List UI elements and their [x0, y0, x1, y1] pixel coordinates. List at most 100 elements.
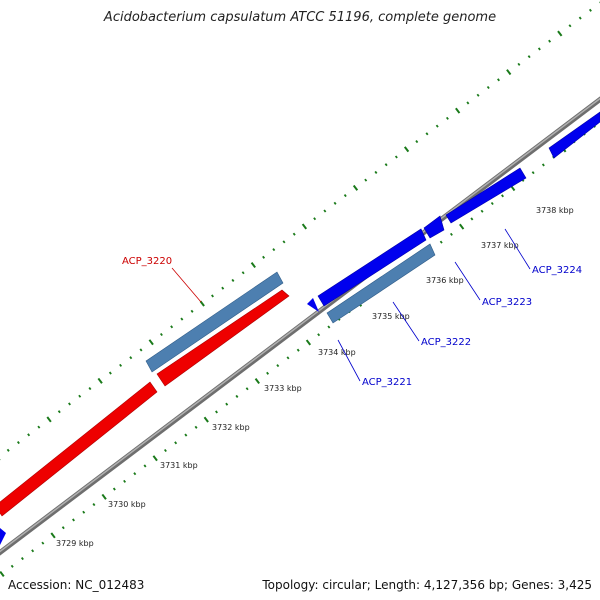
- minor-tick: [190, 309, 194, 313]
- kbp-label: 3731 kbp: [160, 461, 198, 470]
- minor-tick: [374, 170, 378, 174]
- gene-acp-3222: [317, 228, 427, 307]
- minor-tick: [139, 348, 143, 352]
- kbp-labels: 3729 kbp 3730 kbp 3731 kbp 3732 kbp 3733…: [56, 206, 574, 548]
- kbp-label: 3738 kbp: [536, 206, 574, 215]
- minor-tick: [384, 163, 388, 167]
- major-tick: [254, 378, 260, 385]
- minor-tick: [470, 217, 474, 221]
- leader-acp-3223: [454, 261, 481, 301]
- minor-tick: [578, 16, 582, 20]
- minor-tick: [486, 85, 490, 90]
- minor-tick: [119, 363, 123, 367]
- minor-tick: [531, 171, 535, 175]
- minor-tick: [57, 410, 61, 414]
- minor-tick: [439, 240, 443, 244]
- kbp-label: 3735 kbp: [372, 312, 410, 321]
- minor-tick: [480, 209, 484, 213]
- gene-reverse-left: [0, 381, 158, 517]
- major-tick: [250, 262, 256, 269]
- minor-tick: [159, 332, 163, 337]
- gene-acp-3224: [548, 111, 600, 159]
- minor-tick: [133, 472, 137, 476]
- minor-tick: [68, 402, 71, 406]
- gene-label-acp-3220: ACP_3220: [122, 256, 172, 267]
- minor-tick: [215, 410, 218, 414]
- minor-tick: [445, 116, 449, 120]
- accession-text: Accession: NC_012483: [8, 578, 145, 592]
- major-tick: [305, 339, 312, 346]
- minor-tick: [272, 248, 276, 252]
- leader-acp-3220: [171, 267, 202, 303]
- kbp-label: 3734 kbp: [318, 348, 356, 357]
- major-tick: [50, 532, 56, 539]
- minor-tick: [568, 24, 572, 28]
- major-tick: [455, 107, 461, 114]
- minor-tick: [262, 255, 266, 259]
- minor-tick: [235, 394, 239, 399]
- gene-acp-3220: [156, 289, 290, 387]
- genome-backbone: [0, 96, 600, 556]
- minor-tick: [537, 47, 541, 51]
- minor-tick: [266, 371, 270, 375]
- gene-label-acp-3224: ACP_3224: [532, 265, 582, 276]
- minor-tick: [466, 101, 470, 105]
- gene-highlight-lower: [326, 243, 436, 324]
- major-tick: [301, 223, 308, 230]
- minor-tick: [41, 541, 45, 545]
- major-tick: [352, 184, 359, 191]
- gene-label-acp-3221: ACP_3221: [362, 377, 412, 388]
- gene-acp-3221: [307, 298, 319, 312]
- minor-tick: [37, 425, 41, 429]
- gene-acp-3223: [423, 215, 445, 239]
- minor-tick: [16, 441, 20, 445]
- minor-tick: [588, 8, 592, 12]
- minor-tick: [517, 62, 521, 66]
- minor-tick: [6, 448, 10, 452]
- minor-tick: [10, 564, 14, 568]
- major-tick: [557, 30, 563, 37]
- minor-tick: [123, 479, 127, 483]
- minor-tick: [88, 386, 92, 391]
- minor-tick: [548, 39, 552, 43]
- minor-tick: [292, 232, 296, 236]
- minor-tick: [276, 364, 280, 368]
- minor-tick: [225, 402, 229, 406]
- minor-tick: [221, 286, 225, 290]
- major-tick: [203, 416, 209, 423]
- minor-tick: [501, 194, 504, 198]
- minor-tick: [317, 333, 321, 337]
- minor-tick: [163, 448, 167, 453]
- leader-acp-3224: [504, 228, 531, 270]
- minor-tick: [327, 325, 331, 329]
- leader-acp-3221: [337, 339, 361, 382]
- outer-tick-ring: [0, 1, 600, 461]
- leader-acp-3222: [392, 301, 420, 342]
- kbp-label: 3733 kbp: [264, 384, 302, 393]
- minor-tick: [78, 394, 82, 398]
- kbp-label: 3729 kbp: [56, 539, 94, 548]
- major-tick: [101, 493, 107, 500]
- genome-summary-text: Topology: circular; Length: 4,127,356 bp…: [262, 578, 592, 592]
- minor-tick: [108, 371, 112, 375]
- minor-tick: [296, 348, 300, 352]
- minor-tick: [92, 502, 96, 507]
- gene-label-leaders: [171, 228, 531, 382]
- minor-tick: [282, 240, 286, 244]
- major-tick: [148, 339, 154, 346]
- gene-label-acp-3223: ACP_3223: [482, 297, 532, 308]
- minor-tick: [364, 178, 368, 182]
- gene-acp-3223b: [445, 167, 527, 224]
- minor-tick: [82, 510, 86, 514]
- kbp-label: 3736 kbp: [426, 276, 464, 285]
- major-tick: [46, 416, 52, 423]
- minor-tick: [435, 124, 439, 128]
- minor-tick: [343, 194, 347, 198]
- minor-tick: [231, 278, 235, 283]
- minor-tick: [394, 155, 398, 159]
- minor-tick: [527, 55, 531, 59]
- major-tick: [459, 223, 465, 230]
- minor-tick: [333, 201, 337, 205]
- gene-forward-left: [0, 528, 6, 545]
